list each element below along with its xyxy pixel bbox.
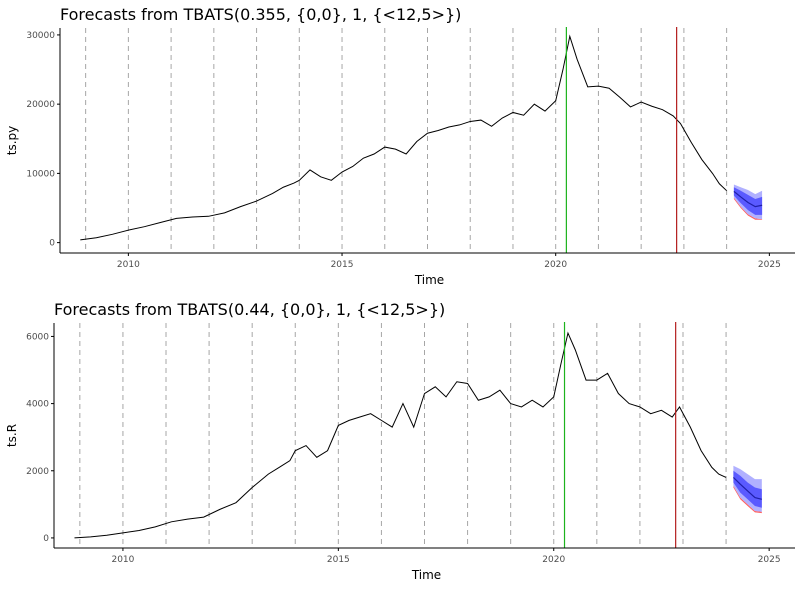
x-tick-label: 2025 (758, 555, 781, 565)
y-tick-label: 2000 (26, 467, 49, 477)
y-axis-title: ts.R (5, 424, 19, 447)
x-tick-label: 2015 (327, 555, 350, 565)
y-tick-label: 30000 (26, 31, 55, 41)
chart-title: Forecasts from TBATS(0.44, {0,0}, 1, {<1… (54, 300, 446, 319)
x-tick-label: 2015 (331, 260, 354, 270)
forecast-mean-line (733, 190, 763, 208)
x-axis-title: Time (411, 568, 441, 582)
y-axis-title: ts.py (5, 126, 19, 156)
forecast-lower-bound-band (733, 197, 763, 220)
chart-plot: 2010 2015 2020 2025 0 2000 4000 6000 Time ts.R (5, 322, 795, 582)
forecast-80-interval (733, 470, 762, 508)
x-tick-label: 2010 (117, 260, 140, 270)
y-tick-label: 10000 (26, 169, 55, 179)
chart-plot: 2010 2015 2020 2025 0 10000 20000 30000 Time ts.p… (5, 27, 795, 287)
series-line (74, 331, 727, 539)
x-tick-label: 2020 (544, 260, 567, 270)
y-tick-label: 0 (43, 534, 49, 544)
y-tick-label: 6000 (26, 332, 49, 342)
y-tick-label: 20000 (26, 100, 55, 110)
x-tick-label: 2025 (758, 260, 781, 270)
forecast-mean-line (732, 477, 762, 500)
series-line (80, 34, 727, 241)
forecast-80-interval (733, 187, 763, 215)
chart-panel-bottom: Forecasts from TBATS(0.44, {0,0}, 1, {<1… (0, 295, 803, 589)
y-tick-label: 0 (49, 239, 55, 249)
chart-title: Forecasts from TBATS(0.355, {0,0}, 1, {<… (60, 5, 462, 24)
chart-panel-top: Forecasts from TBATS(0.355, {0,0}, 1, {<… (5, 5, 795, 287)
x-tick-label: 2010 (111, 555, 134, 565)
y-tick-label: 4000 (26, 400, 49, 410)
x-axis-title: Time (414, 273, 444, 287)
x-tick-label: 2020 (542, 555, 565, 565)
